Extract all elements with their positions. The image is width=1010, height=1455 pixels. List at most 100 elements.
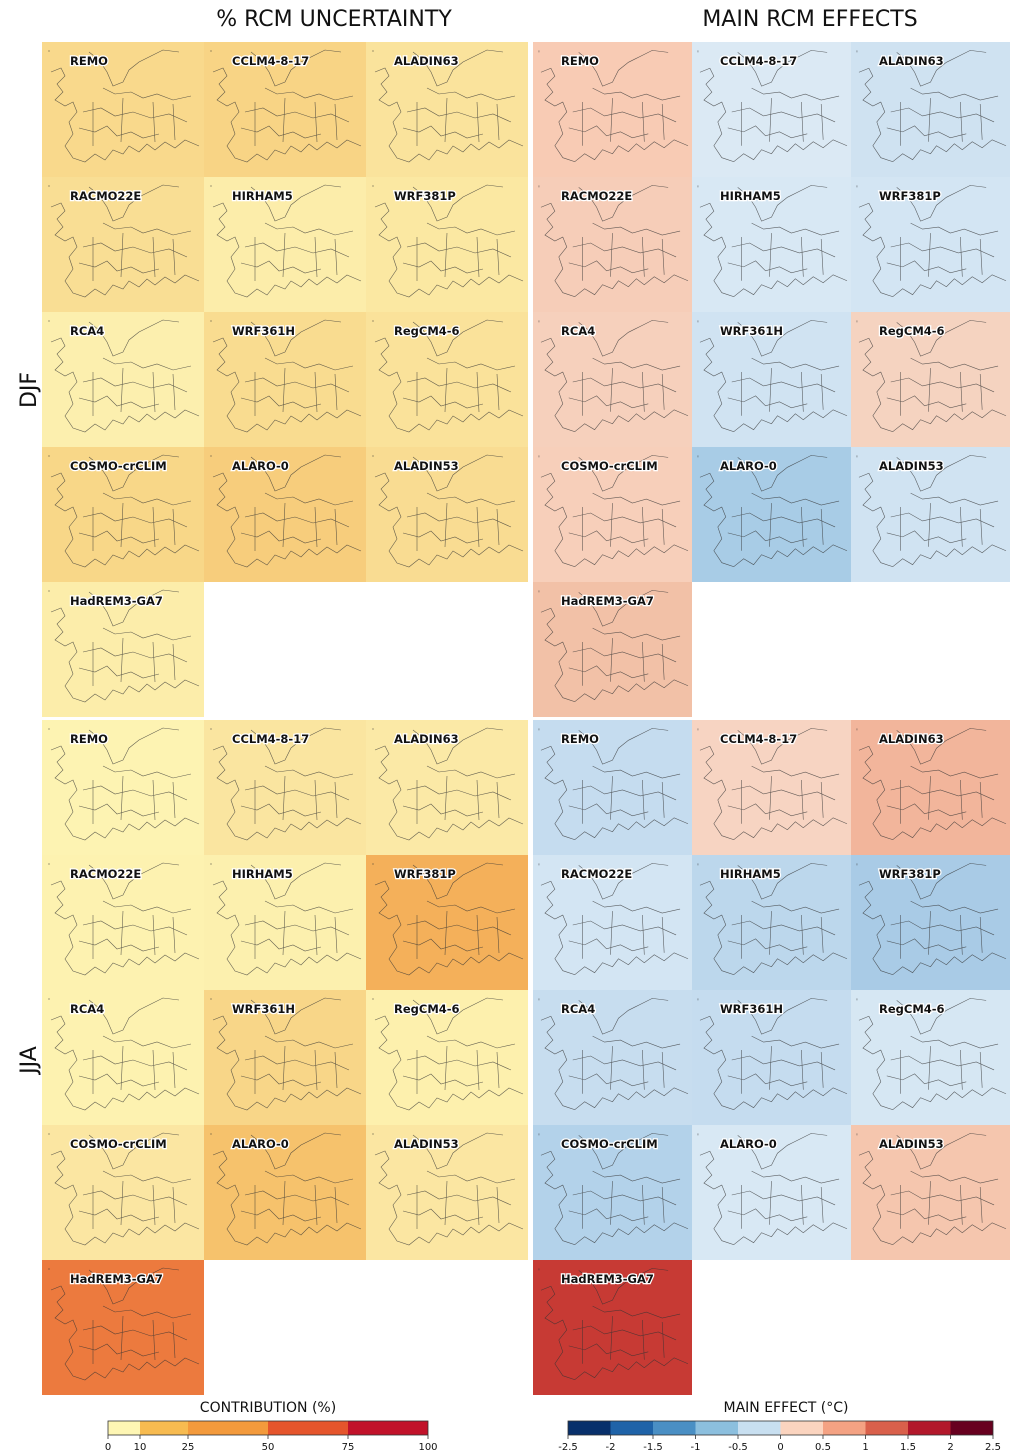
map-panel: RACMO22E: [533, 177, 692, 312]
map-background: [366, 855, 528, 990]
model-label: RCA4: [70, 1002, 104, 1016]
map-panel: COSMO-crCLIM: [42, 447, 204, 582]
map-panel: WRF381P: [851, 177, 1010, 312]
model-label: HIRHAM5: [720, 867, 781, 881]
model-label: HadREM3-GA7: [70, 1272, 163, 1286]
map-background: [42, 1260, 204, 1395]
model-label: WRF361H: [720, 1002, 783, 1016]
map-panel: ALADIN53: [366, 447, 528, 582]
map-panel: REMO: [533, 42, 692, 177]
map-panel: RACMO22E: [533, 855, 692, 990]
map-panel: HIRHAM5: [204, 855, 366, 990]
map-panel: HadREM3-GA7: [42, 582, 204, 717]
model-label: COSMO-crCLIM: [561, 459, 658, 473]
model-label: WRF361H: [720, 324, 783, 338]
map-panel: RACMO22E: [42, 855, 204, 990]
map-background: [692, 177, 851, 312]
map-panel: COSMO-crCLIM: [42, 1125, 204, 1260]
colorbar-segment: [188, 1421, 268, 1435]
colorbar-tick-label: 2: [947, 1442, 953, 1453]
map-background: [42, 582, 204, 717]
map-panel: ALADIN63: [366, 720, 528, 855]
map-background: [42, 720, 204, 855]
colorbar-label: MAIN EFFECT (°C): [724, 1400, 849, 1416]
map-panel: RCA4: [533, 312, 692, 447]
model-label: ALADIN63: [879, 732, 944, 746]
map-background: [42, 855, 204, 990]
map-background: [366, 720, 528, 855]
map-background: [692, 990, 851, 1125]
map-background: [366, 177, 528, 312]
map-background: [533, 312, 692, 447]
map-background: [366, 1125, 528, 1260]
colorbar-tick-label: -2.5: [558, 1442, 578, 1453]
colorbar-segment: [950, 1421, 993, 1435]
model-label: COSMO-crCLIM: [70, 459, 167, 473]
map-panel: COSMO-crCLIM: [533, 447, 692, 582]
model-label: CCLM4-8-17: [720, 54, 797, 68]
colorbar-tick-label: -1: [691, 1442, 701, 1453]
map-panel: CCLM4-8-17: [692, 42, 851, 177]
model-label: ALARO-0: [720, 459, 777, 473]
map-background: [533, 720, 692, 855]
colorbar-segment: [695, 1421, 738, 1435]
map-background: [692, 1125, 851, 1260]
colorbar-tick-label: 25: [182, 1442, 195, 1453]
model-label: WRF361H: [232, 1002, 295, 1016]
model-label: ALADIN53: [394, 459, 459, 473]
map-panel: ALADIN53: [851, 1125, 1010, 1260]
model-label: RCA4: [561, 324, 595, 338]
model-label: ALARO-0: [232, 459, 289, 473]
colorbar-segment: [348, 1421, 428, 1435]
map-background: [42, 177, 204, 312]
model-label: ALADIN53: [394, 1137, 459, 1151]
colorbar-segment: [823, 1421, 866, 1435]
model-label: RegCM4-6: [879, 1002, 945, 1016]
model-label: ALARO-0: [232, 1137, 289, 1151]
map-panel: RCA4: [533, 990, 692, 1125]
map-panel: WRF361H: [204, 990, 366, 1125]
colorbar-tick-label: -1.5: [643, 1442, 663, 1453]
colorbar-segment: [865, 1421, 908, 1435]
map-panel: RegCM4-6: [851, 990, 1010, 1125]
map-background: [42, 447, 204, 582]
map-panel: CCLM4-8-17: [204, 42, 366, 177]
map-panel: ALADIN53: [851, 447, 1010, 582]
map-background: [851, 447, 1010, 582]
map-panel: ALARO-0: [692, 447, 851, 582]
map-panel: RACMO22E: [42, 177, 204, 312]
model-label: HadREM3-GA7: [70, 594, 163, 608]
season-label: JJA: [17, 1046, 42, 1076]
map-panel: HIRHAM5: [692, 177, 851, 312]
colorbar-tick-label: 2.5: [985, 1442, 1001, 1453]
model-label: COSMO-crCLIM: [70, 1137, 167, 1151]
map-background: [204, 855, 366, 990]
map-panel: HIRHAM5: [692, 855, 851, 990]
model-label: RACMO22E: [561, 189, 632, 203]
map-background: [204, 720, 366, 855]
colorbar-tick-label: 1.5: [900, 1442, 916, 1453]
colorbar-segment: [738, 1421, 781, 1435]
map-panel: HIRHAM5: [204, 177, 366, 312]
model-label: WRF381P: [394, 189, 456, 203]
map-background: [692, 42, 851, 177]
map-background: [533, 582, 692, 717]
map-panels: REMO CCLM4-8-17 ALADIN63 RACMO22E HIRHAM5 WRF…: [42, 42, 1010, 1395]
colorbar-tick-label: 1: [862, 1442, 868, 1453]
map-panel: COSMO-crCLIM: [533, 1125, 692, 1260]
map-background: [42, 1125, 204, 1260]
map-background: [851, 1125, 1010, 1260]
map-background: [533, 177, 692, 312]
map-background: [692, 312, 851, 447]
map-panel: REMO: [42, 720, 204, 855]
map-panel: REMO: [42, 42, 204, 177]
model-label: HIRHAM5: [232, 189, 293, 203]
colorbar-tick-label: 10: [134, 1442, 147, 1453]
map-panel: RCA4: [42, 990, 204, 1125]
map-background: [366, 312, 528, 447]
map-panel: RegCM4-6: [366, 312, 528, 447]
map-panel: ALADIN63: [366, 42, 528, 177]
map-background: [851, 720, 1010, 855]
map-background: [692, 855, 851, 990]
